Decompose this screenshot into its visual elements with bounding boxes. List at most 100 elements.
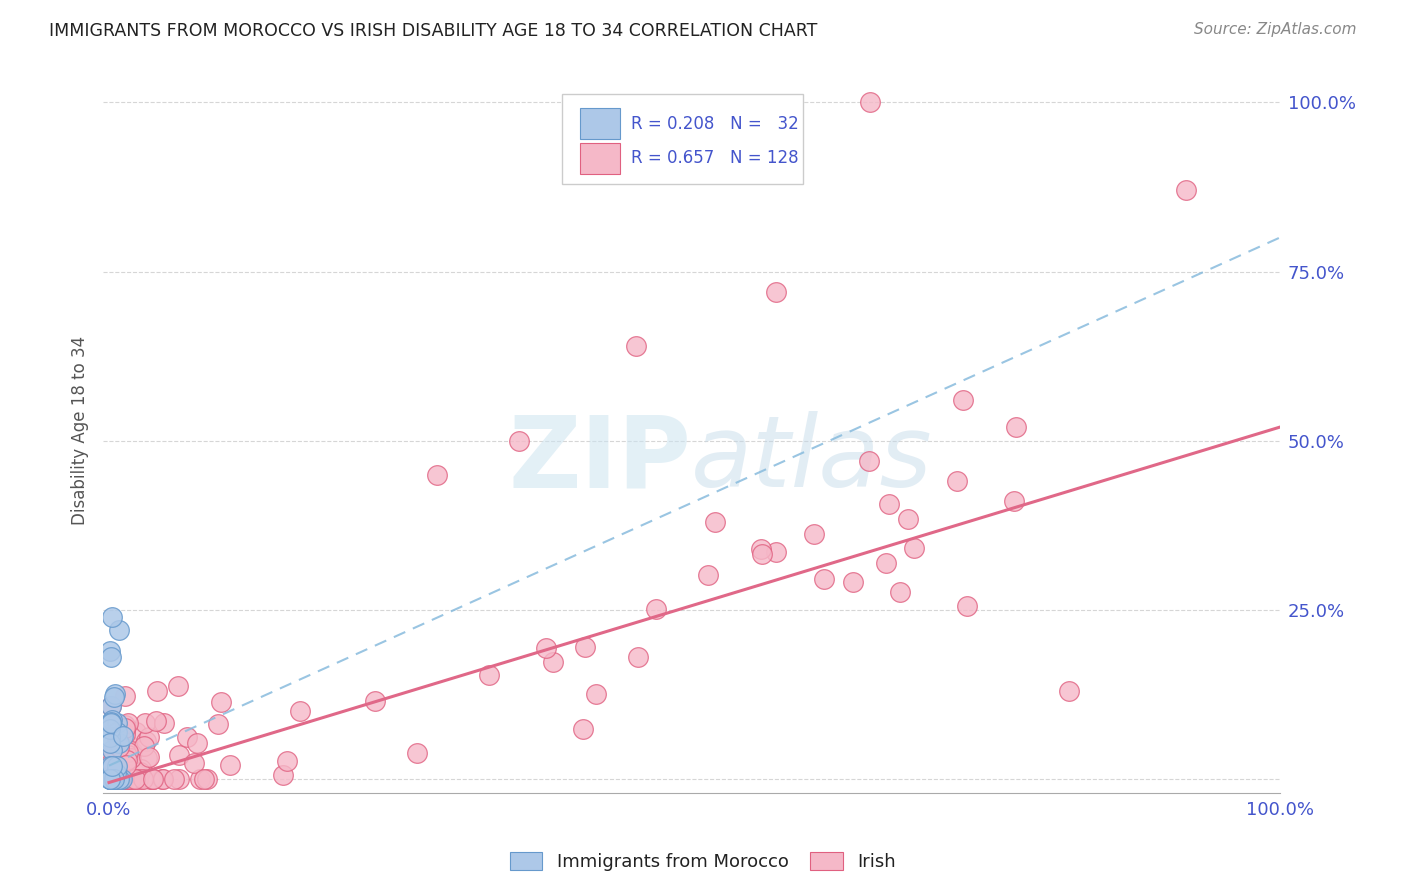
Point bbox=[111, 772, 134, 786]
Point bbox=[98, 772, 121, 786]
Point bbox=[110, 772, 132, 786]
Point bbox=[104, 772, 127, 786]
Point bbox=[108, 744, 131, 758]
Point bbox=[877, 498, 900, 512]
Point bbox=[131, 772, 153, 786]
Point bbox=[120, 772, 142, 786]
Point bbox=[129, 765, 152, 780]
Point bbox=[138, 750, 160, 764]
Point bbox=[585, 687, 607, 701]
Point bbox=[1057, 684, 1080, 698]
Point bbox=[135, 733, 157, 747]
FancyBboxPatch shape bbox=[562, 94, 803, 185]
Point bbox=[110, 772, 132, 786]
Point bbox=[105, 765, 128, 780]
Point bbox=[186, 736, 208, 750]
Point bbox=[364, 694, 387, 708]
Point bbox=[903, 541, 925, 555]
Point bbox=[117, 772, 139, 786]
Point bbox=[101, 742, 124, 756]
Point bbox=[145, 714, 167, 728]
Text: R = 0.208   N =   32: R = 0.208 N = 32 bbox=[631, 114, 799, 133]
Text: atlas: atlas bbox=[692, 411, 934, 508]
Point bbox=[169, 748, 191, 763]
Point bbox=[107, 772, 129, 786]
Point bbox=[207, 716, 229, 731]
Point bbox=[98, 643, 121, 657]
FancyBboxPatch shape bbox=[579, 108, 620, 139]
Point bbox=[478, 667, 501, 681]
Point bbox=[135, 751, 157, 765]
Point bbox=[103, 772, 125, 786]
Point bbox=[813, 572, 835, 586]
Point bbox=[571, 722, 593, 736]
Point bbox=[114, 689, 136, 703]
Point bbox=[945, 474, 967, 488]
Point bbox=[142, 772, 165, 786]
Point bbox=[276, 754, 298, 768]
Point bbox=[101, 765, 124, 780]
Point bbox=[842, 574, 865, 589]
Point bbox=[134, 715, 156, 730]
Point bbox=[105, 731, 128, 746]
Point bbox=[751, 548, 773, 562]
Point bbox=[188, 772, 211, 786]
Point bbox=[115, 736, 138, 750]
Point bbox=[749, 541, 772, 556]
Point bbox=[426, 467, 449, 482]
Point bbox=[104, 772, 127, 786]
Point bbox=[271, 768, 294, 782]
Point bbox=[127, 772, 149, 786]
Point bbox=[122, 772, 145, 786]
Point bbox=[111, 772, 134, 786]
Point bbox=[142, 772, 165, 786]
Point bbox=[117, 745, 139, 759]
Point bbox=[508, 434, 530, 448]
Legend: Immigrants from Morocco, Irish: Immigrants from Morocco, Irish bbox=[503, 845, 903, 879]
Point bbox=[875, 556, 897, 570]
Point bbox=[858, 454, 880, 468]
Point bbox=[1174, 183, 1197, 197]
Point bbox=[115, 772, 138, 786]
Point bbox=[859, 95, 882, 110]
Point bbox=[115, 753, 138, 767]
Point bbox=[167, 772, 190, 786]
Point bbox=[118, 772, 141, 786]
Point bbox=[100, 715, 122, 730]
Point bbox=[627, 650, 650, 665]
Point bbox=[111, 772, 134, 786]
Point bbox=[108, 772, 131, 786]
Point bbox=[644, 602, 666, 616]
Point bbox=[167, 679, 190, 693]
Point bbox=[107, 736, 129, 750]
Text: Source: ZipAtlas.com: Source: ZipAtlas.com bbox=[1194, 22, 1357, 37]
Point bbox=[114, 721, 136, 735]
Point bbox=[100, 698, 122, 713]
Text: IMMIGRANTS FROM MOROCCO VS IRISH DISABILITY AGE 18 TO 34 CORRELATION CHART: IMMIGRANTS FROM MOROCCO VS IRISH DISABIL… bbox=[49, 22, 817, 40]
Point bbox=[105, 772, 128, 786]
Point bbox=[105, 759, 128, 773]
Point bbox=[163, 772, 186, 786]
Point bbox=[209, 695, 232, 709]
Point bbox=[118, 753, 141, 767]
Point bbox=[138, 730, 160, 744]
Point bbox=[195, 772, 218, 786]
Point bbox=[103, 769, 125, 783]
Point bbox=[141, 772, 163, 786]
Point bbox=[98, 730, 121, 744]
Point bbox=[108, 772, 131, 786]
Point bbox=[104, 687, 127, 701]
Point bbox=[117, 716, 139, 731]
Point bbox=[104, 772, 127, 786]
Point bbox=[105, 772, 128, 786]
Point bbox=[103, 772, 125, 786]
Point bbox=[100, 699, 122, 714]
Point bbox=[108, 764, 131, 778]
FancyBboxPatch shape bbox=[579, 143, 620, 174]
Point bbox=[98, 736, 121, 750]
Point bbox=[956, 599, 979, 613]
Point bbox=[100, 650, 122, 665]
Point bbox=[114, 717, 136, 731]
Point bbox=[100, 772, 122, 786]
Point bbox=[98, 772, 121, 786]
